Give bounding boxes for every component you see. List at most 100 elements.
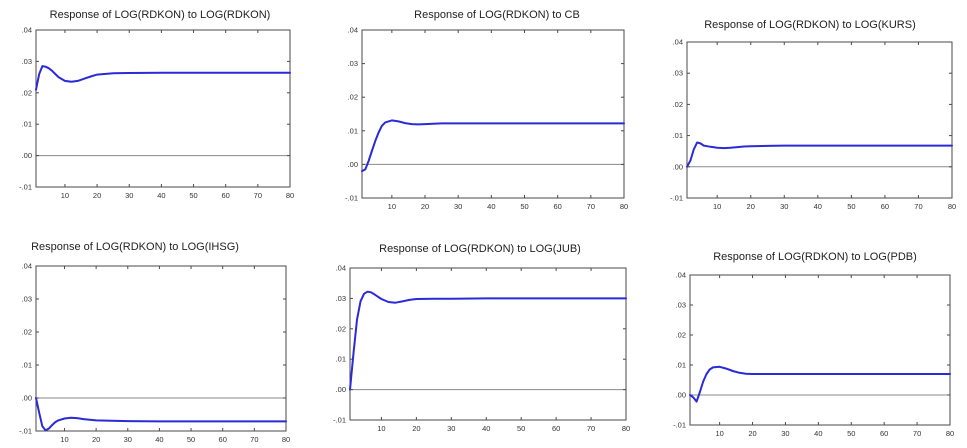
y-tick-label: .02 bbox=[676, 331, 686, 340]
response-line bbox=[686, 141, 953, 168]
chart-svg: Response of LOG(RDKON) to LOG(PDB) -.01 .0… bbox=[673, 251, 954, 438]
chart-svg: Response of LOG(RDKON) to LOG(KURS) -.01.… bbox=[670, 19, 956, 211]
chart-title: Response of LOG(RDKON) to LOG(KURS) bbox=[704, 19, 916, 31]
x-tick-label: 40 bbox=[155, 435, 163, 444]
x-tick-label: 70 bbox=[914, 202, 922, 211]
x-tick-label: 70 bbox=[250, 435, 258, 444]
response-line bbox=[361, 119, 625, 173]
x-tick-label: 50 bbox=[847, 202, 855, 211]
chart-panel-5: Response of LOG(RDKON) to LOG(JUB) -.01 .0… bbox=[322, 230, 632, 448]
x-tick-label: 60 bbox=[880, 429, 888, 438]
x-tick-label: 20 bbox=[748, 429, 756, 438]
x-tick-label: 20 bbox=[93, 191, 101, 200]
x-tick-label: 30 bbox=[781, 429, 789, 438]
x-tick-label: 10 bbox=[377, 424, 385, 433]
x-tick-label: 20 bbox=[421, 202, 429, 211]
chart-title: Response of LOG(RDKON) to LOG(IHSG) bbox=[31, 241, 239, 253]
x-tick-label: 80 bbox=[946, 429, 954, 438]
x-tick-label: 80 bbox=[622, 424, 630, 433]
y-tick-label: .01 bbox=[22, 120, 32, 129]
y-tick-label: .01 bbox=[348, 126, 358, 135]
x-tick-label: 20 bbox=[92, 435, 100, 444]
y-tick-label: -.01 bbox=[333, 416, 346, 425]
y-tick-label: .00 bbox=[22, 151, 32, 160]
y-tick-label: .02 bbox=[22, 328, 32, 337]
x-tick-label: 60 bbox=[881, 202, 889, 211]
y-tick-label: .03 bbox=[22, 57, 32, 66]
chart-svg: Response of LOG(RDKON) to LOG(IHSG) -.01.… bbox=[19, 241, 290, 444]
x-tick-label: 40 bbox=[482, 424, 490, 433]
y-tick-label: .02 bbox=[673, 100, 683, 109]
y-tick-label: .01 bbox=[676, 361, 686, 370]
y-tick-label: -.01 bbox=[673, 421, 686, 430]
y-tick-label: -.01 bbox=[670, 194, 683, 203]
x-tick-label: 50 bbox=[189, 191, 197, 200]
x-tick-label: 80 bbox=[948, 202, 956, 211]
y-tick-label: .00 bbox=[673, 162, 683, 171]
y-tick-label: .03 bbox=[673, 69, 683, 78]
x-tick-label: 10 bbox=[388, 202, 396, 211]
response-line bbox=[35, 397, 287, 432]
response-line bbox=[349, 290, 627, 391]
chart-svg: Response of LOG(RDKON) to CB -.01 .00 .01 .0… bbox=[345, 9, 628, 211]
y-tick-label: .00 bbox=[336, 385, 346, 394]
chart-svg: Response of LOG(RDKON) to LOG(JUB) -.01 .0… bbox=[333, 243, 630, 433]
x-tick-label: 50 bbox=[847, 429, 855, 438]
x-tick-label: 20 bbox=[747, 202, 755, 211]
plot-frame bbox=[35, 265, 287, 432]
response-line bbox=[689, 365, 951, 403]
x-tick-label: 80 bbox=[286, 191, 294, 200]
y-tick-label: .04 bbox=[22, 26, 32, 35]
chart-title: Response of LOG(RDKON) to LOG(JUB) bbox=[379, 243, 581, 255]
x-tick-label: 30 bbox=[125, 191, 133, 200]
x-tick-label: 10 bbox=[715, 429, 723, 438]
x-tick-label: 10 bbox=[61, 191, 69, 200]
chart-title: Response of LOG(RDKON) to LOG(RDKON) bbox=[50, 9, 271, 21]
y-tick-label: -.01 bbox=[19, 183, 32, 192]
x-tick-label: 40 bbox=[487, 202, 495, 211]
y-tick-label: .04 bbox=[348, 26, 358, 35]
x-tick-label: 20 bbox=[412, 424, 420, 433]
x-tick-label: 40 bbox=[157, 191, 165, 200]
y-tick-label: .02 bbox=[336, 324, 346, 333]
y-tick-label: .00 bbox=[22, 394, 32, 403]
x-tick-label: 80 bbox=[282, 435, 290, 444]
plot-frame bbox=[686, 41, 953, 199]
x-tick-label: 30 bbox=[454, 202, 462, 211]
y-tick-label: .03 bbox=[676, 301, 686, 310]
x-tick-label: 30 bbox=[780, 202, 788, 211]
x-tick-label: 40 bbox=[814, 202, 822, 211]
y-tick-label: .04 bbox=[676, 271, 686, 280]
y-tick-label: .04 bbox=[673, 38, 683, 47]
y-tick-label: .00 bbox=[348, 160, 358, 169]
x-tick-label: 60 bbox=[219, 435, 227, 444]
y-tick-label: .02 bbox=[348, 93, 358, 102]
x-tick-label: 70 bbox=[587, 424, 595, 433]
plot-frame bbox=[361, 29, 625, 199]
y-tick-label: .01 bbox=[673, 131, 683, 140]
x-tick-label: 40 bbox=[814, 429, 822, 438]
chart-panel-1: Response of LOG(RDKON) to LOG(RDKON) -.01… bbox=[0, 0, 300, 210]
response-line bbox=[35, 65, 291, 91]
x-tick-label: 80 bbox=[620, 202, 628, 211]
chart-panel-4: Response of LOG(RDKON) to LOG(IHSG) -.01.… bbox=[0, 230, 300, 448]
y-tick-label: .01 bbox=[22, 361, 32, 370]
x-tick-label: 60 bbox=[552, 424, 560, 433]
chart-title: Response of LOG(RDKON) to CB bbox=[414, 9, 580, 21]
x-tick-label: 30 bbox=[447, 424, 455, 433]
y-tick-label: .02 bbox=[22, 88, 32, 97]
y-tick-label: -.01 bbox=[345, 194, 358, 203]
x-tick-label: 10 bbox=[713, 202, 721, 211]
x-tick-label: 70 bbox=[254, 191, 262, 200]
chart-panel-3: Response of LOG(RDKON) to LOG(KURS) -.01.… bbox=[650, 0, 967, 211]
y-tick-label: .04 bbox=[336, 264, 346, 273]
x-tick-label: 30 bbox=[124, 435, 132, 444]
x-tick-label: 70 bbox=[587, 202, 595, 211]
chart-svg: Response of LOG(RDKON) to LOG(RDKON) -.01… bbox=[19, 9, 294, 200]
plot-frame bbox=[35, 29, 291, 188]
y-tick-label: .01 bbox=[336, 355, 346, 364]
x-tick-label: 10 bbox=[60, 435, 68, 444]
x-tick-label: 50 bbox=[520, 202, 528, 211]
chart-panel-6: Response of LOG(RDKON) to LOG(PDB) -.01 .0… bbox=[650, 230, 967, 448]
plot-frame bbox=[689, 274, 951, 426]
